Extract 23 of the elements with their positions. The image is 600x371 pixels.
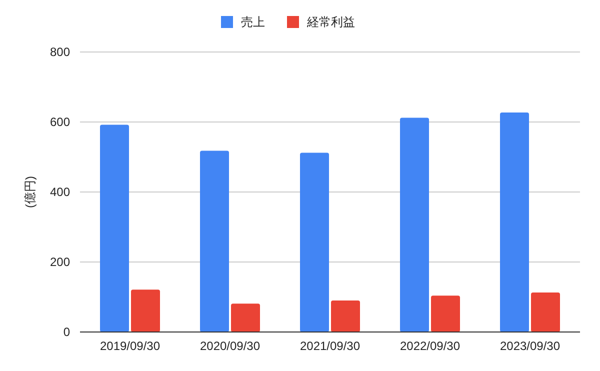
x-tick-label: 2022/09/30 (400, 339, 460, 353)
bar (100, 124, 129, 332)
x-tick-label: 2020/09/30 (200, 339, 260, 353)
y-tick-label: 200 (50, 255, 70, 269)
bar (400, 118, 429, 332)
bar (431, 296, 460, 332)
legend-label: 経常利益 (306, 15, 355, 29)
x-tick-label: 2023/09/30 (500, 339, 560, 353)
bar (131, 290, 160, 332)
y-tick-label: 800 (50, 45, 70, 59)
bar (331, 300, 360, 332)
x-tick-label: 2021/09/30 (300, 339, 360, 353)
y-tick-label: 400 (50, 185, 70, 199)
bar (231, 304, 260, 332)
bar (300, 152, 329, 332)
y-axis-title: (億円) (23, 176, 37, 208)
bar (500, 112, 529, 332)
bar (531, 292, 560, 332)
bar (200, 150, 229, 332)
legend-label: 売上 (241, 15, 265, 29)
y-tick-label: 0 (63, 325, 70, 339)
y-tick-label: 600 (50, 115, 70, 129)
x-tick-label: 2019/09/30 (100, 339, 160, 353)
